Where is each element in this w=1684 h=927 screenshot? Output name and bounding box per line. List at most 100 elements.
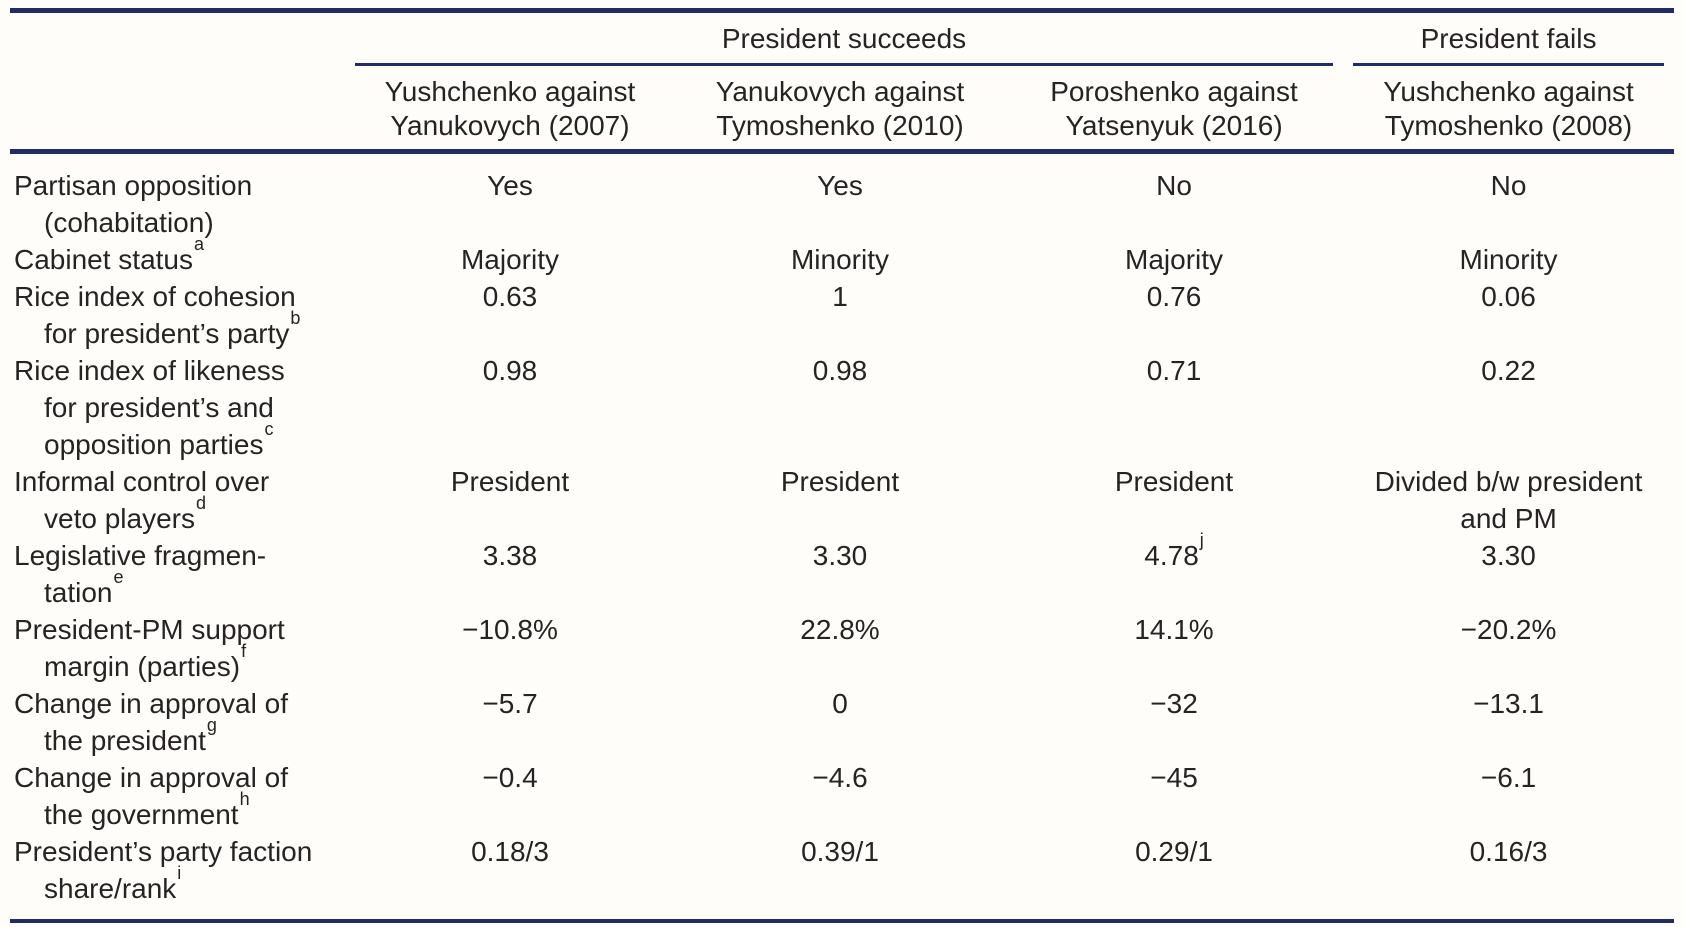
value-cell: Yes xyxy=(817,170,863,201)
value-cell: Yes xyxy=(487,170,533,201)
row-label: Rice index of likeness for president’s an… xyxy=(10,352,345,463)
row-label-line: margin (parties)f xyxy=(44,640,247,682)
row-label: Partisan opposition (cohabitation) xyxy=(10,154,345,241)
row-label-line: Rice index of likeness xyxy=(14,355,285,386)
value-cell: −4.6 xyxy=(812,762,868,793)
table-header: President succeeds President fails Yushch… xyxy=(10,13,1675,154)
value-cell: 0 xyxy=(832,688,848,719)
footnote-marker: i xyxy=(177,862,182,883)
value-cell: Majority xyxy=(1125,244,1224,275)
value-cell: −5.7 xyxy=(482,688,538,719)
value-cell: 0.06 xyxy=(1481,281,1536,312)
spanner-label: President succeeds xyxy=(355,20,1334,66)
row-label-line: Partisan opposition xyxy=(14,170,253,201)
footnote-marker: f xyxy=(241,640,247,661)
row-label-line: Cabinet statusa xyxy=(14,233,205,275)
row-label-line: President’s party faction xyxy=(14,836,313,867)
spanner-president-fails: President fails xyxy=(1343,13,1674,66)
table-row-legislative-fragmen-tation: Legislative fragmen-tatione 3.38 3.30 4.78j… xyxy=(10,529,1674,611)
spanner-text: President fails xyxy=(1420,23,1597,54)
table-row-change-in-approval-of-the-president: Change in approval of the presidentg −5.7 0… xyxy=(10,685,1674,759)
row-label: Rice index of cohesion for president’s pa… xyxy=(10,278,345,352)
row-label-line: the governmenth xyxy=(44,788,250,830)
table-row-president-pm-support-margin-parties: President-PM support margin (parties)f −10… xyxy=(10,611,1674,685)
footnote-marker: c xyxy=(264,418,274,439)
column-header-line: Yanukovych against xyxy=(715,76,965,107)
value-cell: −45 xyxy=(1150,762,1198,793)
row-label-line: Change in approval of xyxy=(14,688,288,719)
footnote-marker: e xyxy=(113,566,124,587)
row-label-line: Change in approval of xyxy=(14,762,288,793)
value-cell: −20.2% xyxy=(1460,614,1557,645)
footnote-marker: d xyxy=(195,492,206,513)
value-cell: 0.16/3 xyxy=(1343,833,1675,923)
column-header-line: Yatsenyuk (2016) xyxy=(1065,110,1283,141)
column-header-poroshenko-against-yatsenyuk-2016: Poroshenko against Yatsenyuk (2016) xyxy=(1005,66,1344,154)
spanner-label: President fails xyxy=(1353,20,1665,66)
row-label: Cabinet statusa xyxy=(10,233,345,278)
table-row-change-in-approval-of-the-government: Change in approval of the governmenth −0.4… xyxy=(10,759,1674,833)
footnote-marker: g xyxy=(206,714,217,735)
value-cell: 22.8% xyxy=(800,614,880,645)
value-cell: Minority xyxy=(790,244,889,275)
value-cell: 0.39/1 xyxy=(675,833,1005,923)
table-row-rice-index-of-cohesion-for-president-s-party: Rice index of cohesion for president’s pa… xyxy=(10,278,1674,352)
value-cell: 3.30 xyxy=(1481,540,1536,571)
value-cell: −6.1 xyxy=(1480,762,1537,793)
row-label: Change in approval of the governmenth xyxy=(10,759,345,833)
value-cell: 14.1% xyxy=(1134,614,1214,645)
row-label-line: share/ranki xyxy=(44,862,182,904)
table-row-cabinet-status: Cabinet statusa Majority Minority Majority M… xyxy=(10,233,1674,278)
row-label: Informal control over veto playersd xyxy=(10,463,345,537)
value-cell: President xyxy=(780,466,900,497)
value-cell: 0.98 xyxy=(812,355,868,386)
header-stub xyxy=(10,13,345,66)
column-header-yushchenko-against-tymoshenko-2008: Yushchenko against Tymoshenko (2008) xyxy=(1343,66,1675,154)
row-label-line: the presidentg xyxy=(44,714,217,756)
table-row-president-s-party-faction-share-rank: President’s party faction share/ranki 0.18… xyxy=(10,833,1675,923)
value-cell: 0.63 xyxy=(482,281,538,312)
value-cell: Majority xyxy=(460,244,559,275)
value-cell: −32 xyxy=(1150,688,1198,719)
value-cell: 4.78j xyxy=(1144,529,1204,571)
row-label: President-PM support margin (parties)f xyxy=(10,611,345,685)
value-cell: No xyxy=(1156,170,1192,201)
row-label-line: for president’s partyb xyxy=(44,307,301,349)
value-cell: 0.29/1 xyxy=(1005,833,1344,923)
value-cell: President xyxy=(450,466,570,497)
value-cell: −0.4 xyxy=(482,762,538,793)
row-label-line: Informal control over xyxy=(14,466,270,497)
value-cell: −10.8% xyxy=(462,614,558,645)
footnote-marker: a xyxy=(194,233,205,254)
column-header-yushchenko-against-yanukovych-2007: Yushchenko against Yanukovych (2007) xyxy=(345,66,675,154)
value-cell: No xyxy=(1490,170,1527,201)
column-header-line: Tymoshenko (2008) xyxy=(1384,110,1633,141)
value-cell: 0.71 xyxy=(1146,355,1202,386)
row-label-line: President-PM support xyxy=(14,614,285,645)
spanner-text: President succeeds xyxy=(721,23,967,54)
row-label-line: for president’s and xyxy=(44,392,274,423)
value-cell: Minority xyxy=(1459,244,1558,275)
row-label-line: Legislative fragmen- xyxy=(14,540,267,571)
footnote-marker: h xyxy=(239,788,250,809)
value-cell: 0.98 xyxy=(482,355,538,386)
row-label: President’s party faction share/ranki xyxy=(10,833,345,923)
comparison-table: President succeeds President fails Yushch… xyxy=(10,8,1675,923)
column-header-line: Yushchenko against xyxy=(1383,76,1634,107)
value-cell: 1 xyxy=(832,281,848,312)
row-label-line: (cohabitation) xyxy=(44,207,214,238)
value-cell: −13.1 xyxy=(1473,688,1544,719)
value-cell: Divided b/w president and PM xyxy=(1374,466,1643,534)
table-row-informal-control-over-veto-players: Informal control over veto playersd Presid… xyxy=(10,463,1674,537)
table-body: Partisan opposition (cohabitation) Yes Yes N… xyxy=(10,154,1675,923)
column-header-yanukovych-against-tymoshenko-2010: Yanukovych against Tymoshenko (2010) xyxy=(675,66,1005,154)
value-cell: 0.22 xyxy=(1481,355,1536,386)
value-cell: 3.38 xyxy=(482,540,538,571)
value-cell: 0.18/3 xyxy=(345,833,675,923)
row-label: Legislative fragmen-tatione xyxy=(10,537,345,611)
table-row-partisan-opposition-cohabitation: Partisan opposition (cohabitation) Yes Yes N… xyxy=(10,154,1674,241)
value-cell: President xyxy=(1114,466,1234,497)
value-cell: 0.76 xyxy=(1146,281,1202,312)
footnote-marker: b xyxy=(290,307,301,328)
